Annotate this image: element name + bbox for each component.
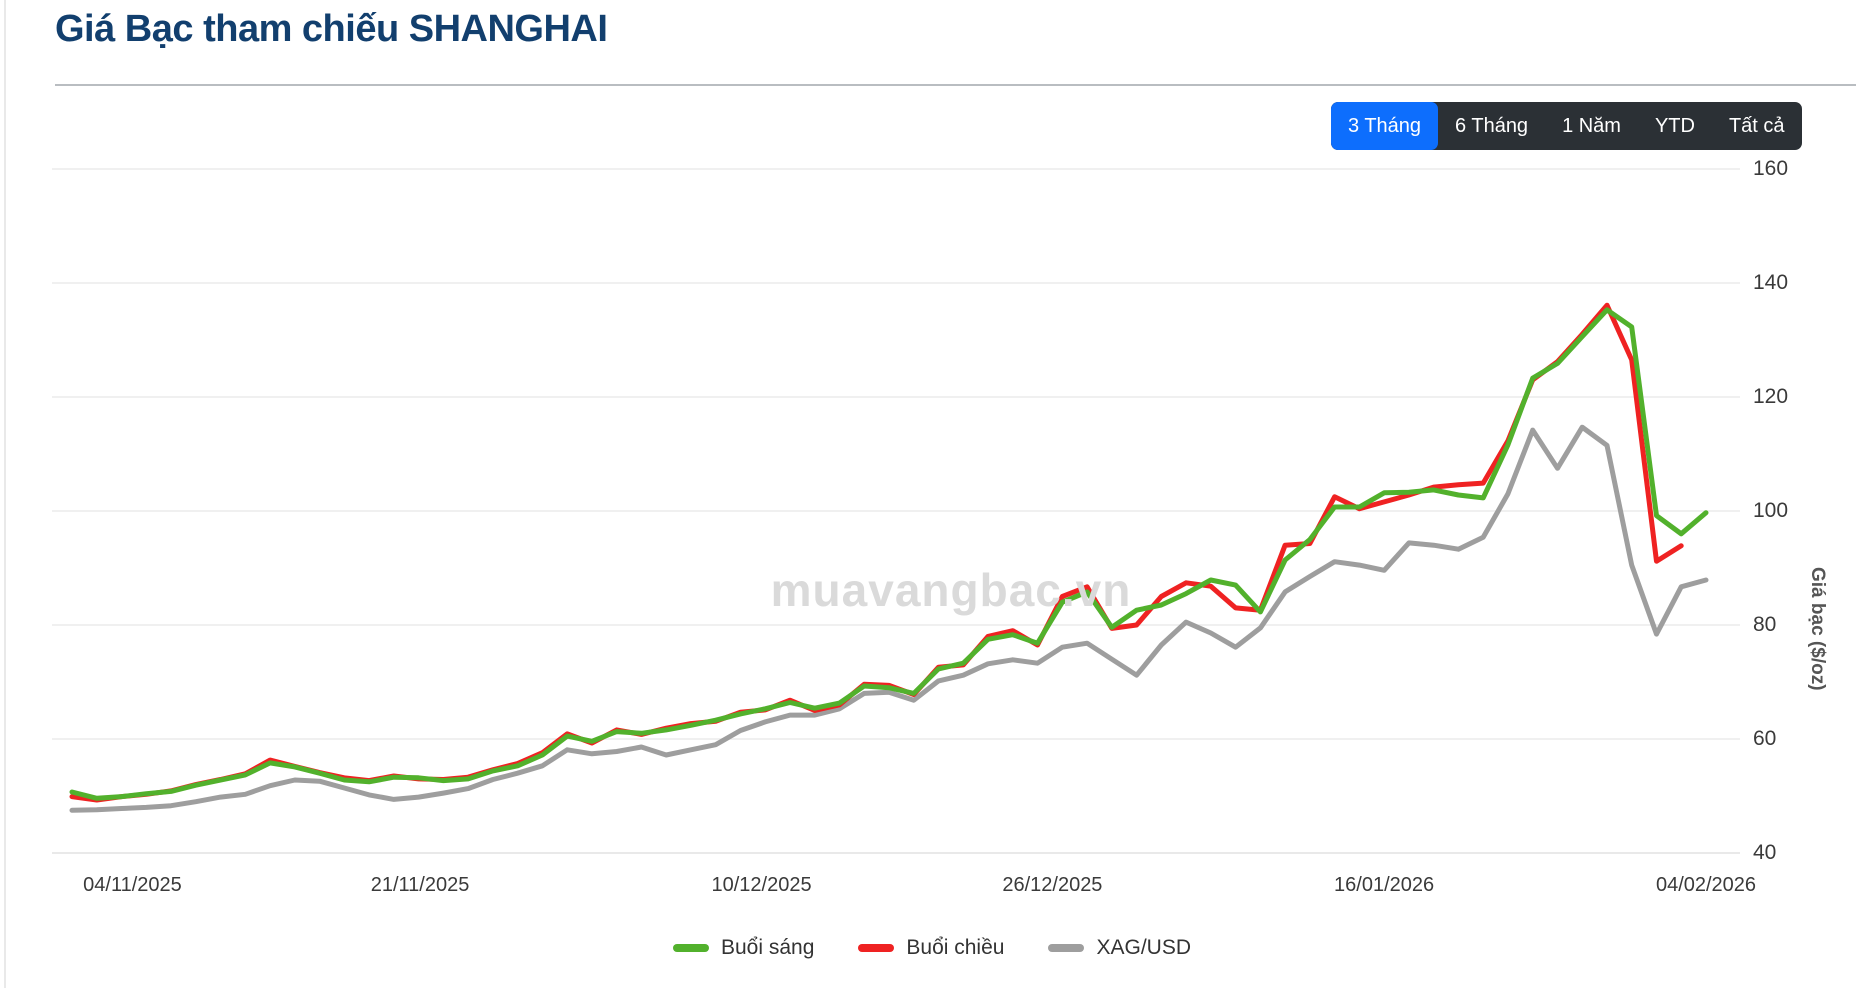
range-button-6-months[interactable]: 6 Tháng [1438,102,1545,150]
y-axis-tick: 160 [1753,157,1789,180]
x-axis-tick: 04/02/2026 [1655,874,1757,896]
y-axis-tick: 100 [1753,499,1789,522]
legend-label: Buổi chiều [906,936,1005,959]
buoi-chieu-line-swatch-icon [858,944,895,952]
title-divider [55,84,1856,86]
y-axis-tick: 80 [1753,613,1777,636]
legend-label: XAG/USD [1096,936,1191,959]
time-range-selector: 3 Tháng 6 Tháng 1 Năm YTD Tất cả [1331,102,1802,150]
watermark: muavangbac.vn [770,564,1132,616]
y-axis-tick: 120 [1753,385,1789,408]
page-title: Giá Bạc tham chiếu SHANGHAI [55,8,608,50]
x-axis-tick: 04/11/2025 [83,874,182,896]
page-left-border [4,0,6,988]
range-button-3-months[interactable]: 3 Tháng [1331,102,1439,150]
xag-usd-line-swatch-icon [1048,944,1085,952]
x-axis-tick: 21/11/2025 [370,874,470,896]
y-axis-tick: 140 [1753,271,1789,294]
range-button-1-year[interactable]: 1 Năm [1545,102,1638,150]
legend-label: Buổi sáng [720,936,815,959]
legend-item-buoi-chieu[interactable]: Buổi chiều [858,936,1004,960]
x-axis-tick: 26/12/2025 [1002,874,1103,896]
range-button-all[interactable]: Tất cả [1712,102,1802,150]
buoi-sang-line-swatch-icon [672,944,709,952]
legend-item-buoi-sang[interactable]: Buổi sáng [672,936,815,960]
legend-item-xag-usd[interactable]: XAG/USD [1048,936,1191,960]
x-axis-tick: 16/01/2026 [1334,874,1435,896]
x-axis-tick: 10/12/2025 [711,874,812,896]
price-chart: muavangbac.vn 160 140 120 100 80 60 40 G… [0,140,1864,896]
y-axis-tick: 60 [1753,727,1777,750]
range-button-ytd[interactable]: YTD [1638,102,1712,150]
chart-legend: Buổi sáng Buổi chiều XAG/USD [0,936,1864,960]
y-axis-title: Giá bạc ($/oz) [1807,567,1828,691]
y-axis-tick: 40 [1753,841,1777,864]
